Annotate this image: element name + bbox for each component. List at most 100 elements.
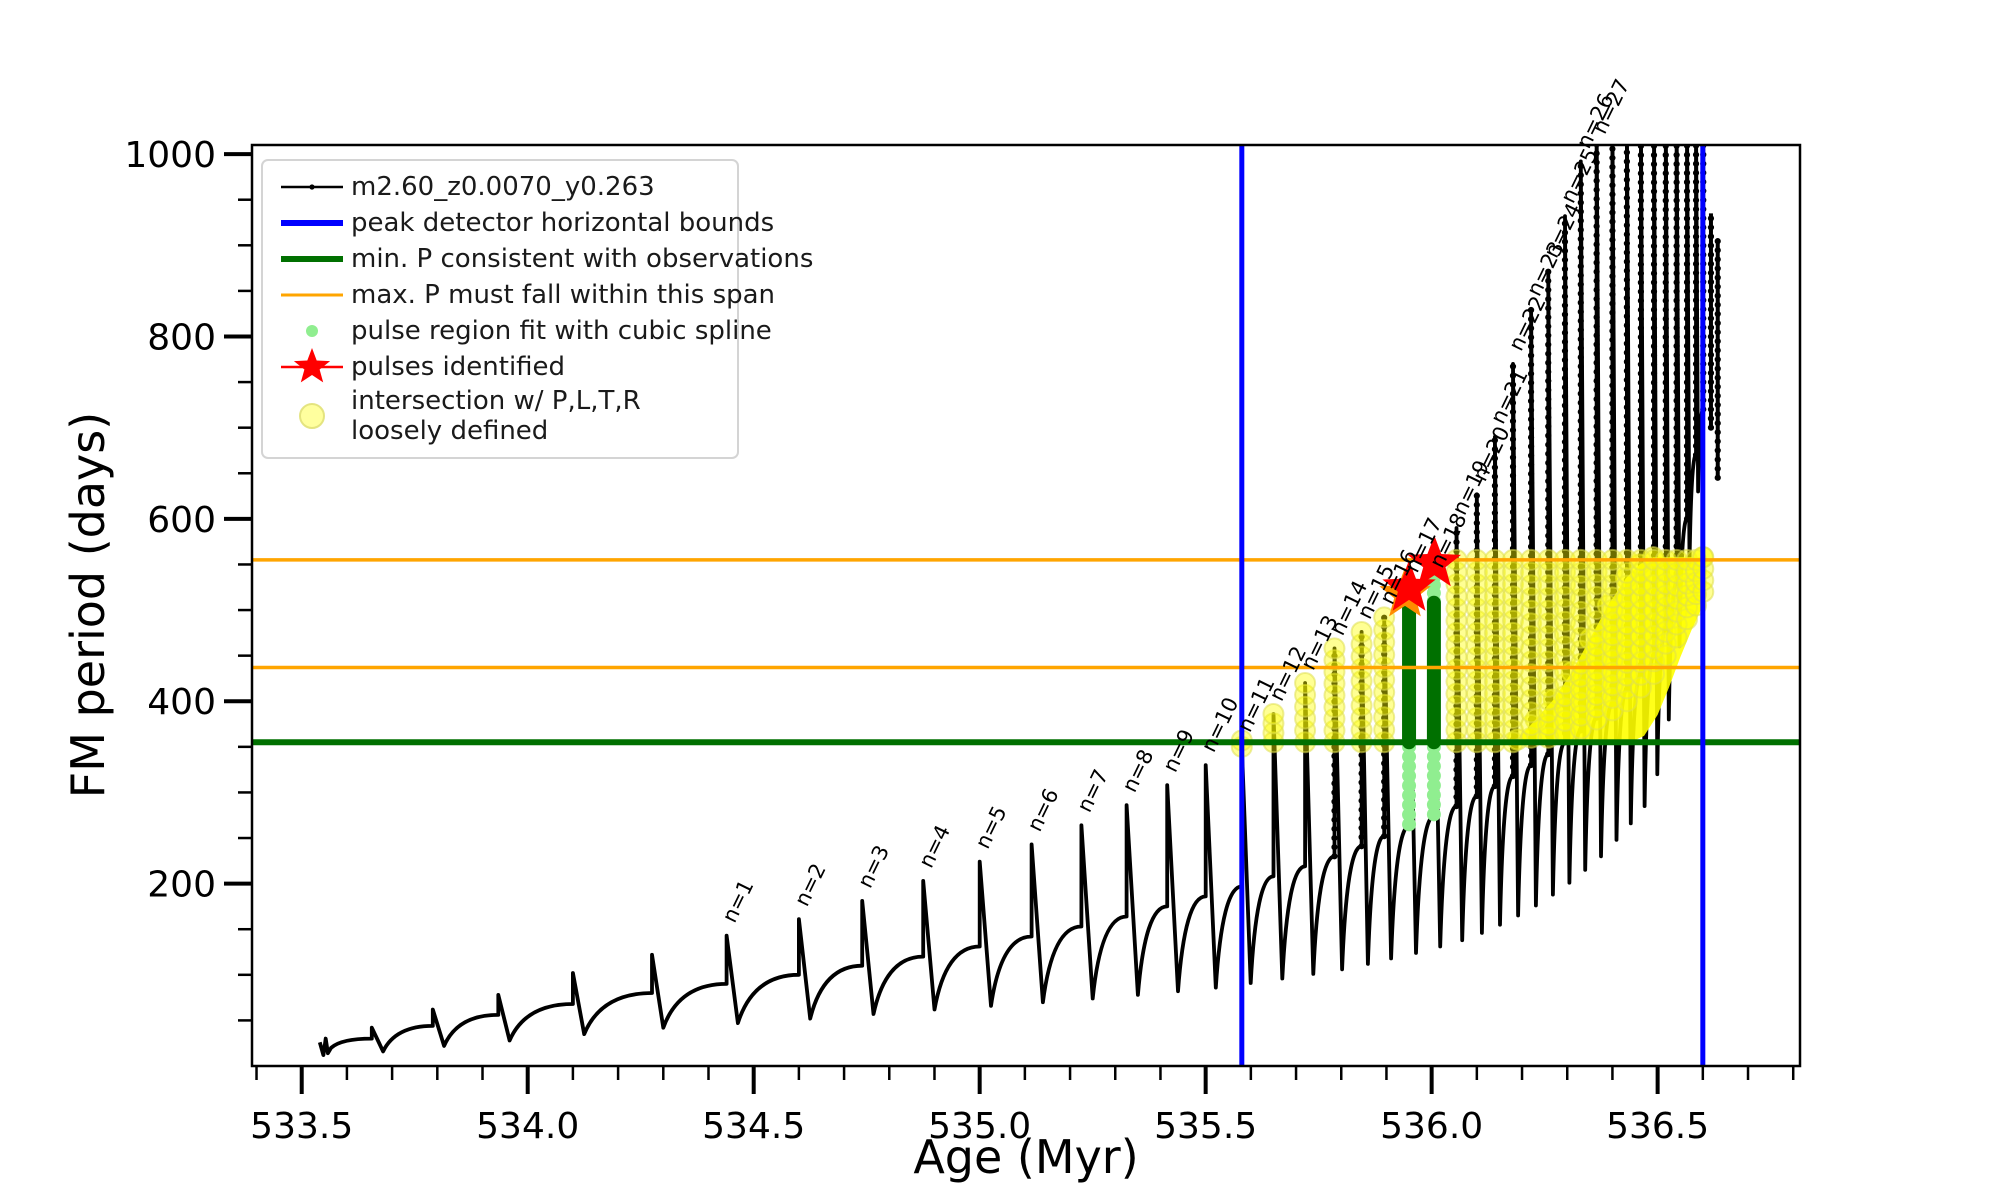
intersection-dot [1585, 561, 1608, 584]
legend-label: peak detector horizontal bounds [351, 208, 775, 238]
intersection-dot [1585, 610, 1608, 633]
black-line-dot-icon [273, 172, 351, 202]
legend-item-min-p: min. P consistent with observations [273, 241, 813, 277]
intersection-dot [1465, 694, 1488, 717]
intersection-dot [1465, 585, 1488, 608]
intersection-dot [1585, 671, 1608, 694]
intersection-dot [1483, 706, 1506, 729]
intersection-dot [1350, 694, 1373, 717]
intersection-dot [1654, 620, 1677, 643]
intersection-dot [1585, 573, 1608, 596]
legend-label: pulses identified [351, 352, 566, 382]
intersection-dot [1585, 634, 1608, 657]
plot-area [252, 145, 1800, 1066]
legend-label: pulse region fit with cubic spline [351, 316, 772, 346]
green-line-icon [273, 244, 351, 274]
x-tick-label: 535.5 [1154, 1106, 1257, 1147]
intersection-dot [1373, 606, 1396, 629]
intersection-dot [1465, 621, 1488, 644]
spline-fit-dot [1426, 807, 1441, 822]
pulse-number-label: n=7 [1072, 766, 1113, 816]
spline-fit-dot [1402, 788, 1417, 803]
intersection-dot [1585, 622, 1608, 645]
x-tick-label: 536.5 [1606, 1106, 1709, 1147]
x-axis-label: Age (Myr) [913, 1130, 1139, 1184]
blue-line-icon [273, 208, 351, 238]
red-star-icon [273, 347, 351, 387]
intersection-dot [1553, 573, 1576, 596]
intersection-dot [1501, 597, 1524, 620]
intersection-dot [1483, 634, 1506, 657]
intersection-dot [1323, 637, 1346, 660]
intersection-dot [1373, 706, 1396, 729]
legend-label: intersection w/ P,L,T,R loosely defined [351, 386, 641, 446]
x-tick-label: 533.5 [250, 1106, 353, 1147]
spline-fit-dot [1426, 749, 1441, 764]
legend-label: m2.60_z0.0070_y0.263 [351, 172, 655, 202]
spline-fit-dot [1402, 768, 1417, 783]
intersection-dot [1483, 585, 1506, 608]
pulse-number-label: n=4 [914, 821, 955, 871]
intersection-dot [1323, 649, 1346, 672]
intersection-dot [1553, 610, 1576, 633]
yellow-circle-icon [273, 396, 351, 436]
intersection-dot [1465, 597, 1488, 620]
intersection-dot [1483, 658, 1506, 681]
intersection-dot [1294, 683, 1317, 706]
legend: m2.60_z0.0070_y0.263 peak detector horiz… [261, 159, 813, 459]
pulse-star [1382, 560, 1436, 611]
intersection-dot [1501, 621, 1524, 644]
pulse-number-label: n=1 [717, 876, 758, 926]
intersection-dot [1585, 585, 1608, 608]
intersection-dot [1553, 586, 1576, 609]
intersection-dot [1465, 682, 1488, 705]
y-axis-label: FM period (days) [61, 411, 115, 799]
intersection-dot [1483, 670, 1506, 693]
spline-fit-dot [1402, 749, 1417, 764]
pulse-number-label: n=21 [1486, 365, 1533, 427]
intersection-dot [1350, 633, 1373, 656]
spline-fit-dot [1426, 768, 1441, 783]
pulse-number-label: n=20 [1468, 423, 1515, 485]
legend-item-spline: pulse region fit with cubic spline [273, 313, 772, 349]
spline-fit-dot [1402, 778, 1417, 793]
intersection-dot [1501, 634, 1524, 657]
intersection-dot [1465, 561, 1488, 584]
intersection-dot [1373, 693, 1396, 716]
intersection-dot [1323, 696, 1346, 719]
spline-fit-dot [1426, 788, 1441, 803]
x-tick-label: 536.0 [1380, 1106, 1483, 1147]
spline-fit-dot [1402, 797, 1417, 812]
intersection-dot [1553, 561, 1576, 584]
intersection-dot [1323, 672, 1346, 695]
intersection-dot [1654, 632, 1677, 655]
lightgreen-dot-icon [273, 316, 351, 346]
pulse-number-label: n=2 [790, 860, 831, 910]
legend-label: max. P must fall within this span [351, 280, 776, 310]
x-tick-label: 534.0 [476, 1106, 579, 1147]
intersection-dot [1465, 573, 1488, 596]
intersection-dot [1262, 703, 1285, 726]
intersection-dot [1373, 668, 1396, 691]
legend-item-intersection: intersection w/ P,L,T,R loosely defined [273, 385, 723, 447]
spline-fit-dot [1402, 759, 1417, 774]
intersection-dot [1483, 561, 1506, 584]
intersection-dot [1465, 658, 1488, 681]
intersection-dot [1350, 669, 1373, 692]
intersection-dot [1465, 609, 1488, 632]
y-tick-label: 800 [147, 317, 216, 358]
legend-item-pulses: pulses identified [273, 347, 723, 387]
intersection-dot [1654, 644, 1677, 667]
intersection-dot [1294, 672, 1317, 695]
legend-item-series: m2.60_z0.0070_y0.263 [273, 169, 723, 205]
intersection-dot [1294, 695, 1317, 718]
legend-item-max-p: max. P must fall within this span [273, 277, 775, 313]
x-tick-label: 535.0 [928, 1106, 1031, 1147]
orange-line-icon [273, 280, 351, 310]
intersection-dot [1323, 707, 1346, 730]
intersection-dot [1465, 706, 1488, 729]
pulse-number-label: n=6 [1023, 785, 1064, 835]
y-tick-label: 600 [147, 500, 216, 541]
